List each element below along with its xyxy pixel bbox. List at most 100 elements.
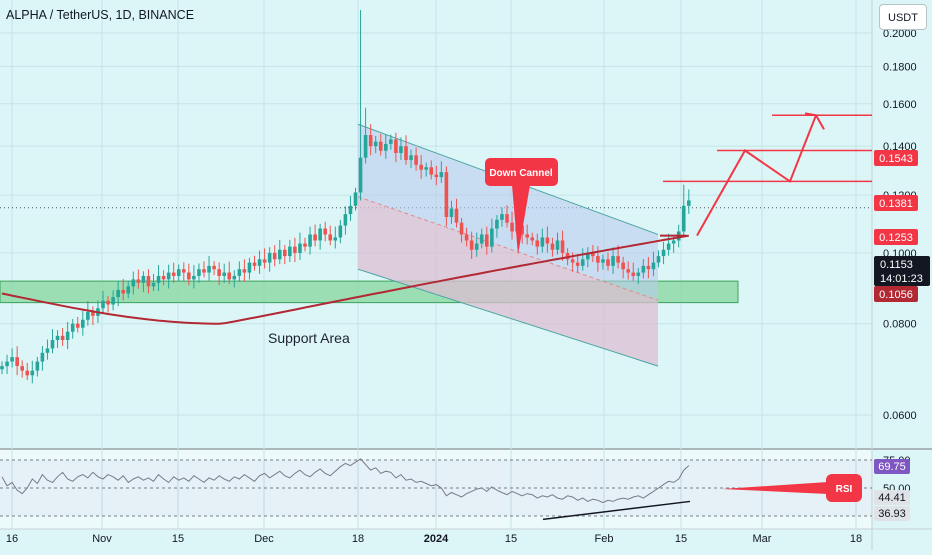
- x-tick-label: 15: [675, 533, 687, 545]
- svg-text:0.1153: 0.1153: [880, 259, 913, 271]
- candle-body: [217, 269, 221, 276]
- candle-body: [283, 249, 287, 257]
- candle-body: [121, 289, 125, 294]
- candle-body: [626, 269, 630, 273]
- candle-body: [111, 297, 115, 305]
- currency-button[interactable]: USDT: [879, 4, 927, 30]
- svg-text:69.75: 69.75: [878, 461, 906, 473]
- candle-body: [606, 259, 610, 266]
- candle-body: [298, 243, 302, 253]
- projection-path: [696, 114, 817, 237]
- candle-body: [469, 240, 474, 250]
- candle-body: [318, 228, 322, 241]
- channel-lower-half: [358, 196, 658, 367]
- candle-body: [60, 335, 65, 340]
- x-tick-label: Nov: [92, 533, 112, 545]
- candle-body: [161, 275, 166, 280]
- candle-body: [288, 246, 292, 257]
- down-channel-callout-pointer: [512, 185, 530, 255]
- candle-body: [414, 155, 418, 165]
- x-tick-label: Dec: [254, 533, 274, 545]
- candle-body: [454, 208, 459, 223]
- rsi-callout: RSI: [722, 474, 862, 502]
- down-channel-callout: Down Cannel: [485, 158, 558, 255]
- candle-body: [267, 252, 272, 263]
- candle-body: [560, 240, 565, 253]
- candle-body: [389, 139, 393, 144]
- candle-body: [419, 164, 423, 170]
- candle-body: [5, 361, 9, 367]
- candles: [0, 10, 691, 384]
- candle-body: [106, 300, 110, 305]
- svg-text:36.93: 36.93: [878, 508, 906, 520]
- candle-body: [666, 243, 671, 250]
- candle-body: [459, 222, 464, 235]
- candle-body: [651, 262, 656, 270]
- y-tick-label: 0.1800: [883, 61, 917, 73]
- candle-body: [378, 141, 383, 151]
- candle-body: [151, 282, 156, 287]
- zones: [0, 123, 739, 367]
- candle-body: [525, 234, 529, 238]
- candle-body: [636, 272, 641, 276]
- candle-body: [464, 234, 469, 241]
- candle-body: [247, 262, 252, 273]
- candle-body: [171, 272, 176, 276]
- x-tick-label: 18: [850, 533, 862, 545]
- x-tick-label: 18: [352, 533, 364, 545]
- rsi-low-tag: 36.93: [874, 506, 910, 521]
- candle-body: [0, 366, 4, 370]
- candle-body: [166, 272, 171, 280]
- candle-body: [661, 249, 666, 257]
- candle-body: [530, 237, 535, 241]
- candle-body: [439, 172, 444, 178]
- moving-average: [1, 234, 689, 325]
- svg-text:44.41: 44.41: [878, 492, 906, 504]
- candle-body: [687, 200, 691, 206]
- candle-body: [25, 370, 30, 376]
- channel-fill: [358, 124, 658, 367]
- candle-body: [394, 139, 398, 154]
- candle-body: [81, 319, 85, 328]
- target-1-tag: 0.1253: [874, 229, 918, 245]
- svg-text:0.1253: 0.1253: [879, 232, 913, 244]
- candle-body: [277, 249, 282, 260]
- svg-text:0.1056: 0.1056: [879, 289, 913, 301]
- candle-body: [328, 234, 333, 241]
- candle-body: [545, 237, 550, 244]
- candle-body: [338, 225, 343, 238]
- candle-body: [348, 205, 353, 215]
- candle-body: [212, 265, 216, 270]
- candle-body: [641, 265, 646, 273]
- channel-lower-line: [357, 268, 659, 367]
- candle-body: [611, 256, 615, 266]
- rsi-line: [1, 458, 690, 504]
- candle-body: [40, 352, 45, 362]
- candle-body: [197, 269, 201, 276]
- svg-text:0.1381: 0.1381: [879, 198, 913, 210]
- rsi-value-tag: 69.75: [874, 459, 910, 474]
- candle-body: [399, 146, 403, 154]
- candle-body: [55, 335, 60, 340]
- y-tick-label: 0.2000: [883, 28, 917, 40]
- candle-body: [424, 167, 428, 170]
- svg-text:0.1543: 0.1543: [879, 153, 913, 165]
- candle-body: [156, 275, 161, 283]
- svg-text:14:01:23: 14:01:23: [880, 273, 923, 285]
- candle-body: [232, 275, 237, 280]
- candle-body: [616, 256, 620, 263]
- candle-body: [116, 289, 120, 298]
- candle-body: [434, 174, 439, 178]
- down-channel-callout-box: [485, 158, 558, 186]
- x-tick-label: Feb: [595, 533, 614, 545]
- candle-body: [45, 348, 50, 353]
- rsi-callout-pointer: [722, 482, 828, 494]
- candle-body: [176, 269, 181, 276]
- candle-body: [126, 286, 131, 294]
- candle-body: [495, 219, 499, 229]
- y-tick-label: 0.1600: [883, 99, 917, 111]
- candle-body: [75, 323, 80, 328]
- candle-body: [575, 262, 580, 266]
- candle-body: [671, 240, 676, 244]
